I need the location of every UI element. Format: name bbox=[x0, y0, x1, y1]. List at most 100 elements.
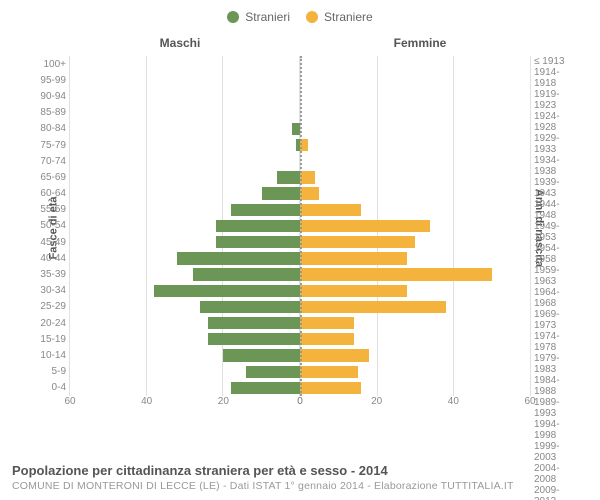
y-label-age: 75-79 bbox=[20, 137, 70, 153]
grid-line bbox=[530, 56, 531, 396]
y-label-year: 1929-1933 bbox=[530, 133, 580, 155]
y-label-age: 5-9 bbox=[20, 364, 70, 380]
y-label-age: 55-59 bbox=[20, 202, 70, 218]
y-label-year: 1989-1993 bbox=[530, 397, 580, 419]
y-label-age: 90-94 bbox=[20, 88, 70, 104]
y-label-year: 1949-1953 bbox=[530, 221, 580, 243]
x-tick: 60 bbox=[64, 396, 75, 407]
y-label-age: 95-99 bbox=[20, 72, 70, 88]
legend: Stranieri Straniere bbox=[0, 0, 600, 28]
bar bbox=[208, 333, 300, 345]
bar bbox=[300, 333, 354, 345]
bar bbox=[300, 382, 361, 394]
y-label-year: ≤ 1913 bbox=[530, 56, 580, 67]
bar bbox=[231, 204, 300, 216]
x-tick: 40 bbox=[448, 396, 459, 407]
bar bbox=[300, 366, 358, 378]
y-label-year: 1969-1973 bbox=[530, 309, 580, 331]
bar bbox=[216, 236, 300, 248]
header-labels: Maschi Femmine bbox=[20, 36, 580, 50]
x-tick: 60 bbox=[524, 396, 535, 407]
y-label-year: 1934-1938 bbox=[530, 155, 580, 177]
bar bbox=[292, 123, 300, 135]
legend-swatch-female bbox=[306, 11, 318, 23]
bar bbox=[277, 171, 300, 183]
bar bbox=[193, 268, 300, 280]
y-label-year: 1919-1923 bbox=[530, 89, 580, 111]
y-label-age: 85-89 bbox=[20, 105, 70, 121]
y-label-age: 15-19 bbox=[20, 331, 70, 347]
y-label-age: 60-64 bbox=[20, 186, 70, 202]
y-label-year: 1964-1968 bbox=[530, 287, 580, 309]
bar bbox=[262, 187, 300, 199]
y-label-age: 0-4 bbox=[20, 380, 70, 396]
y-label-year: 1939-1943 bbox=[530, 177, 580, 199]
y-label-year: 1979-1983 bbox=[530, 353, 580, 375]
bar bbox=[177, 252, 300, 264]
y-label-age: 45-49 bbox=[20, 234, 70, 250]
chart-area: Maschi Femmine Fasce di età Anni di nasc… bbox=[20, 28, 580, 428]
y-label-age: 20-24 bbox=[20, 315, 70, 331]
y-label-year: 1954-1958 bbox=[530, 243, 580, 265]
x-axis: 0204060 0204060 bbox=[70, 396, 530, 416]
bar bbox=[300, 187, 319, 199]
bar bbox=[300, 301, 446, 313]
bar bbox=[154, 285, 300, 297]
x-tick: 40 bbox=[141, 396, 152, 407]
y-label-year: 1984-1988 bbox=[530, 375, 580, 397]
bar bbox=[223, 349, 300, 361]
x-tick: 0 bbox=[297, 396, 303, 407]
plot-male bbox=[70, 56, 300, 396]
header-female: Femmine bbox=[300, 36, 580, 50]
y-label-year: 1914-1918 bbox=[530, 67, 580, 89]
y-label-age: 65-69 bbox=[20, 169, 70, 185]
y-label-age: 100+ bbox=[20, 56, 70, 72]
bar bbox=[216, 220, 300, 232]
y-labels-year: ≤ 19131914-19181919-19231924-19281929-19… bbox=[530, 56, 580, 396]
chart-title: Popolazione per cittadinanza straniera p… bbox=[12, 463, 588, 478]
y-label-year: 1999-2003 bbox=[530, 441, 580, 463]
header-male: Maschi bbox=[20, 36, 300, 50]
footer: Popolazione per cittadinanza straniera p… bbox=[12, 463, 588, 492]
x-axis-female: 0204060 bbox=[300, 396, 530, 416]
y-label-age: 50-54 bbox=[20, 218, 70, 234]
legend-label-female: Straniere bbox=[324, 10, 373, 24]
y-label-year: 1959-1963 bbox=[530, 265, 580, 287]
legend-label-male: Stranieri bbox=[245, 10, 290, 24]
y-label-age: 35-39 bbox=[20, 266, 70, 282]
bar bbox=[300, 349, 369, 361]
bar bbox=[300, 317, 354, 329]
bar bbox=[208, 317, 300, 329]
y-label-year: 1924-1928 bbox=[530, 111, 580, 133]
y-label-age: 30-34 bbox=[20, 283, 70, 299]
y-label-age: 80-84 bbox=[20, 121, 70, 137]
bar bbox=[300, 204, 361, 216]
plot bbox=[70, 56, 530, 396]
legend-item-male: Stranieri bbox=[227, 10, 290, 24]
chart-subtitle: COMUNE DI MONTERONI DI LECCE (LE) - Dati… bbox=[12, 480, 588, 492]
y-label-age: 25-29 bbox=[20, 299, 70, 315]
y-labels-age: 100+95-9990-9485-8980-8475-7970-7465-696… bbox=[20, 56, 70, 396]
bar bbox=[300, 236, 415, 248]
x-tick: 20 bbox=[218, 396, 229, 407]
y-label-year: 1994-1998 bbox=[530, 419, 580, 441]
x-tick: 20 bbox=[371, 396, 382, 407]
bar bbox=[200, 301, 300, 313]
plot-female bbox=[300, 56, 530, 396]
y-label-year: 1944-1948 bbox=[530, 199, 580, 221]
legend-item-female: Straniere bbox=[306, 10, 373, 24]
bar bbox=[300, 268, 492, 280]
y-label-age: 70-74 bbox=[20, 153, 70, 169]
chart-container: Stranieri Straniere Maschi Femmine Fasce… bbox=[0, 0, 600, 500]
y-label-year: 1974-1978 bbox=[530, 331, 580, 353]
bar bbox=[231, 382, 300, 394]
bar bbox=[246, 366, 300, 378]
y-label-age: 40-44 bbox=[20, 250, 70, 266]
bar bbox=[300, 252, 407, 264]
legend-swatch-male bbox=[227, 11, 239, 23]
y-label-age: 10-14 bbox=[20, 347, 70, 363]
center-line bbox=[300, 56, 302, 396]
bar bbox=[300, 220, 430, 232]
bar bbox=[300, 285, 407, 297]
x-axis-male: 0204060 bbox=[70, 396, 300, 416]
